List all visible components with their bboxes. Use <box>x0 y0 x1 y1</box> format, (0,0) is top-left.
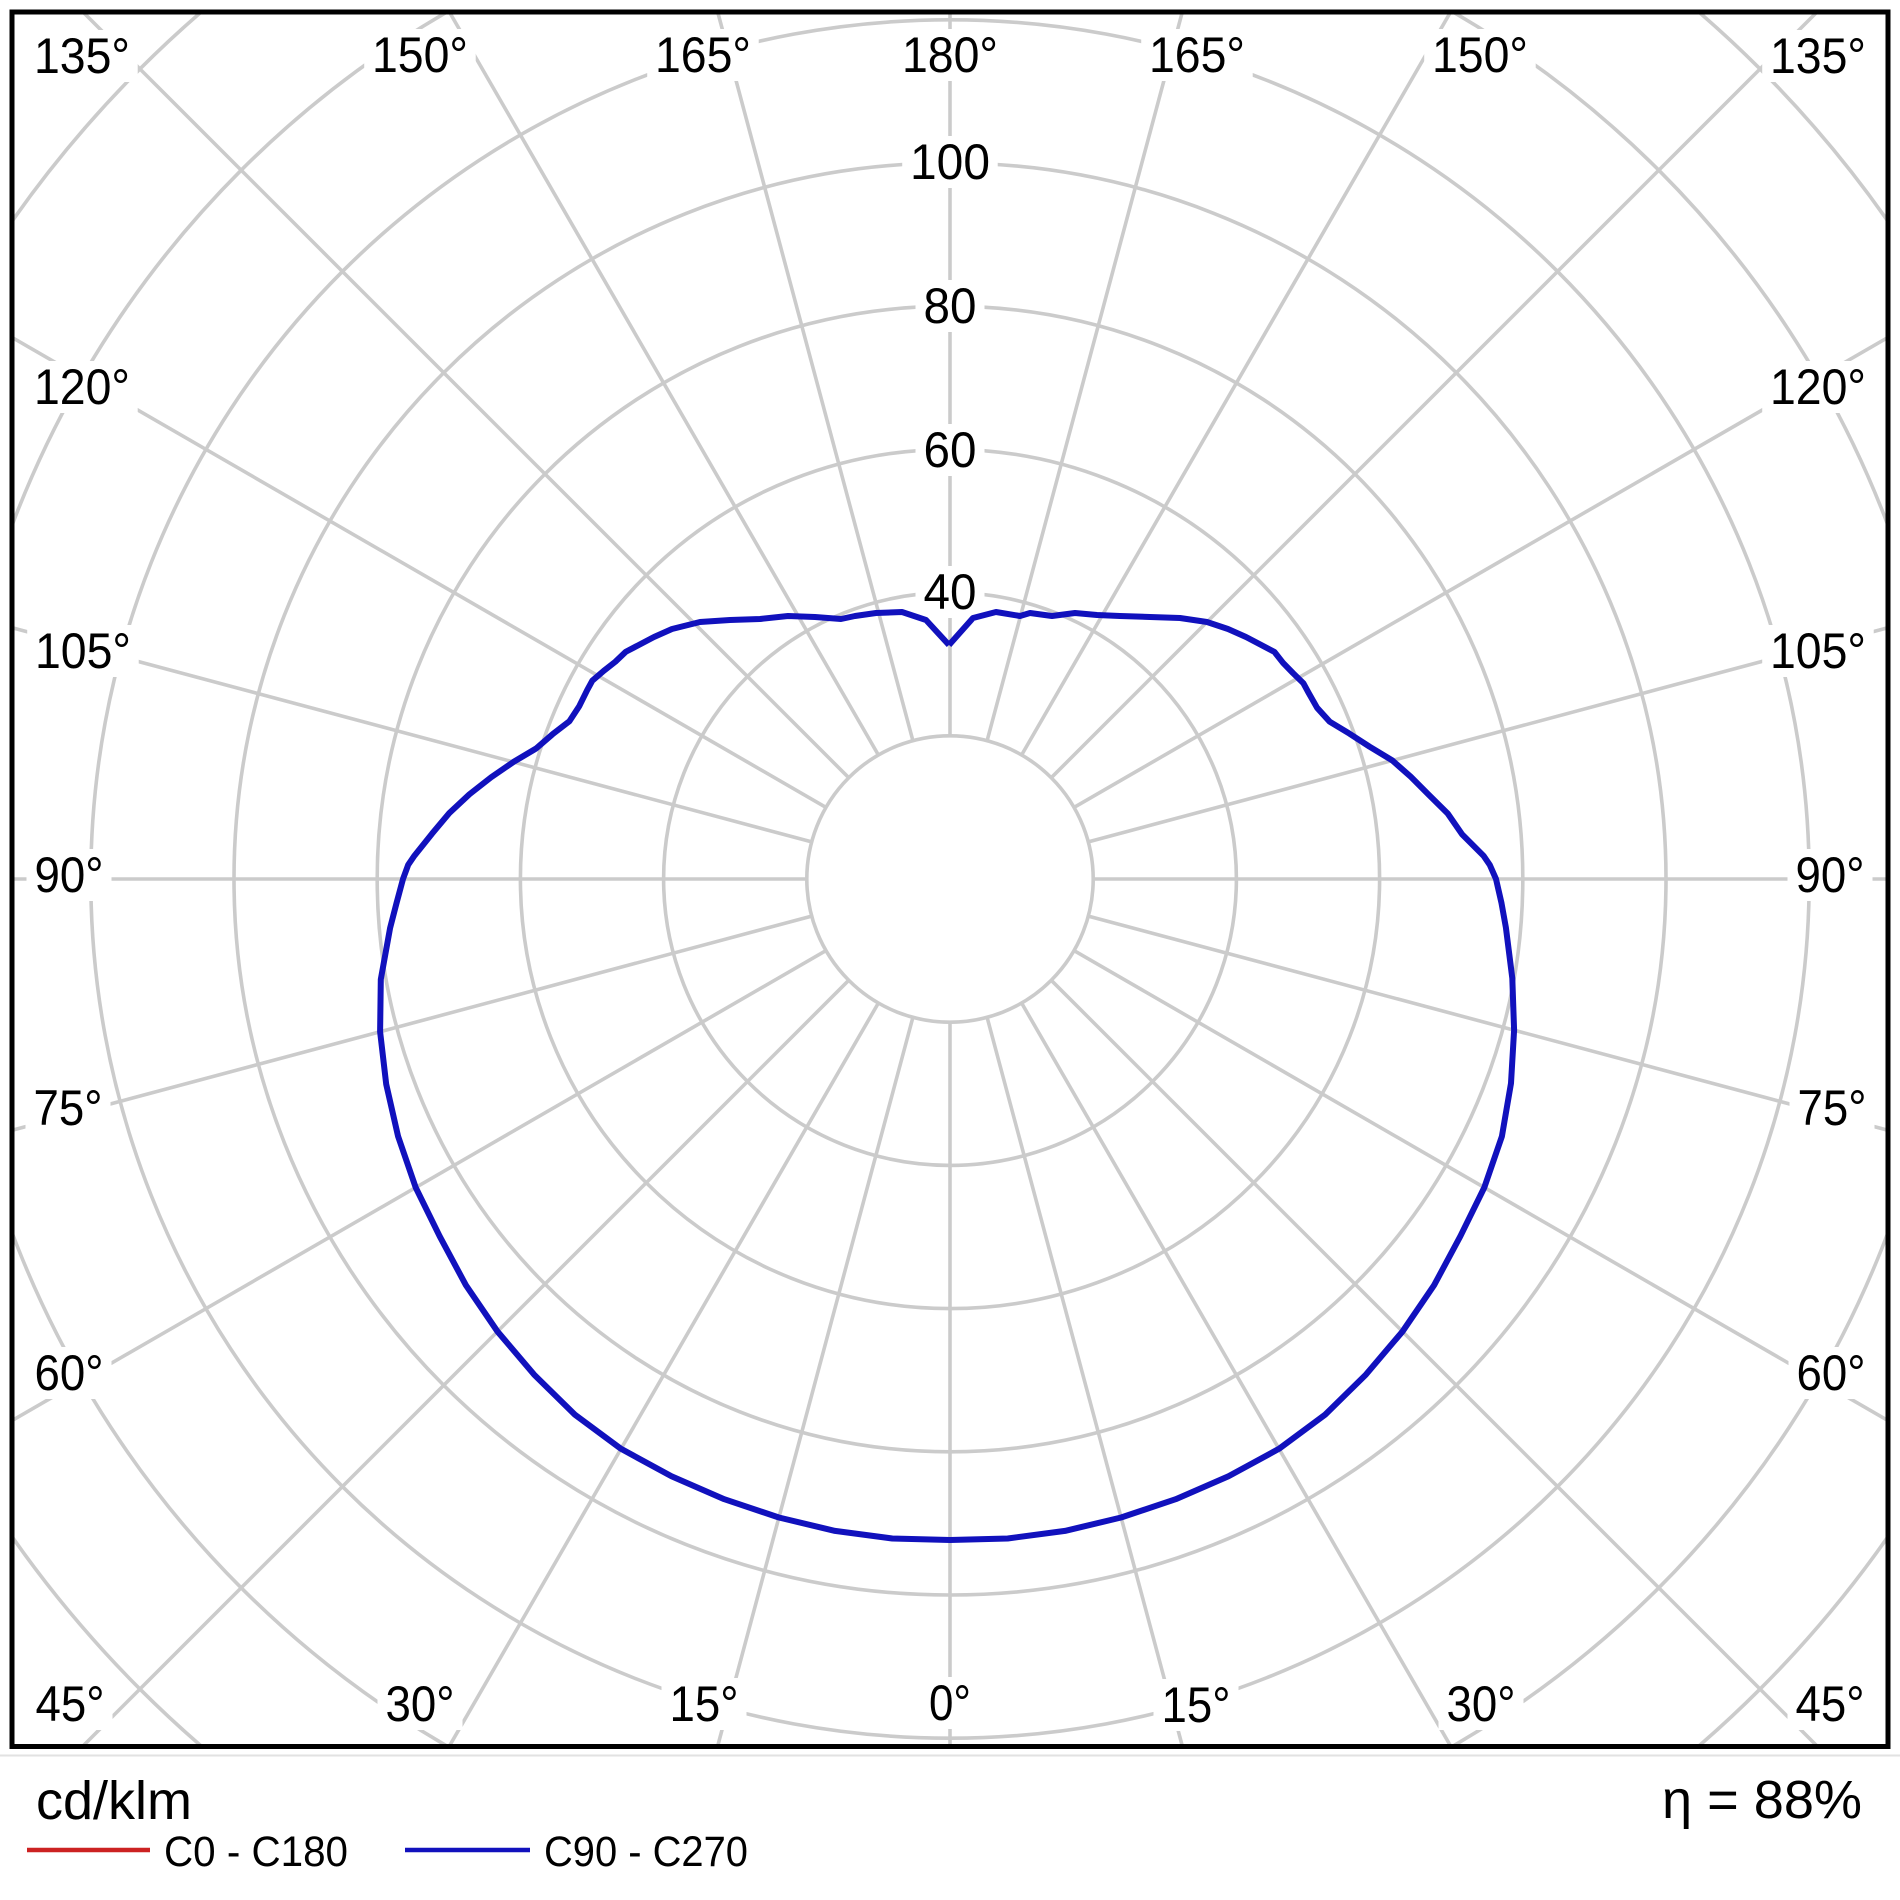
svg-text:100: 100 <box>910 134 990 190</box>
svg-text:150°: 150° <box>372 27 468 83</box>
svg-text:120°: 120° <box>1770 359 1866 415</box>
svg-text:120°: 120° <box>34 359 130 415</box>
svg-text:90°: 90° <box>1796 847 1865 903</box>
svg-text:η = 88%: η = 88% <box>1662 1770 1862 1830</box>
svg-text:135°: 135° <box>1770 28 1866 84</box>
svg-text:165°: 165° <box>655 27 751 83</box>
svg-text:60°: 60° <box>1797 1345 1866 1401</box>
svg-text:C90 - C270: C90 - C270 <box>544 1828 748 1876</box>
svg-text:75°: 75° <box>1798 1080 1867 1136</box>
svg-text:105°: 105° <box>1770 623 1866 679</box>
svg-text:135°: 135° <box>34 28 130 84</box>
svg-text:45°: 45° <box>36 1676 105 1732</box>
svg-text:80: 80 <box>924 278 977 334</box>
svg-text:C0 - C180: C0 - C180 <box>164 1828 348 1876</box>
svg-text:cd/klm: cd/klm <box>36 1771 192 1831</box>
svg-text:105°: 105° <box>35 623 131 679</box>
svg-text:75°: 75° <box>34 1080 103 1136</box>
svg-text:60: 60 <box>924 422 977 478</box>
svg-text:60°: 60° <box>35 1345 104 1401</box>
svg-text:150°: 150° <box>1432 27 1528 83</box>
svg-text:45°: 45° <box>1796 1676 1865 1732</box>
svg-text:165°: 165° <box>1149 27 1245 83</box>
svg-text:180°: 180° <box>902 27 998 83</box>
svg-text:30°: 30° <box>1447 1676 1516 1732</box>
svg-text:30°: 30° <box>386 1676 455 1732</box>
svg-text:90°: 90° <box>35 847 104 903</box>
svg-text:15°: 15° <box>1162 1677 1231 1733</box>
svg-text:40: 40 <box>924 564 977 620</box>
svg-text:15°: 15° <box>670 1676 739 1732</box>
svg-text:0°: 0° <box>929 1675 971 1731</box>
